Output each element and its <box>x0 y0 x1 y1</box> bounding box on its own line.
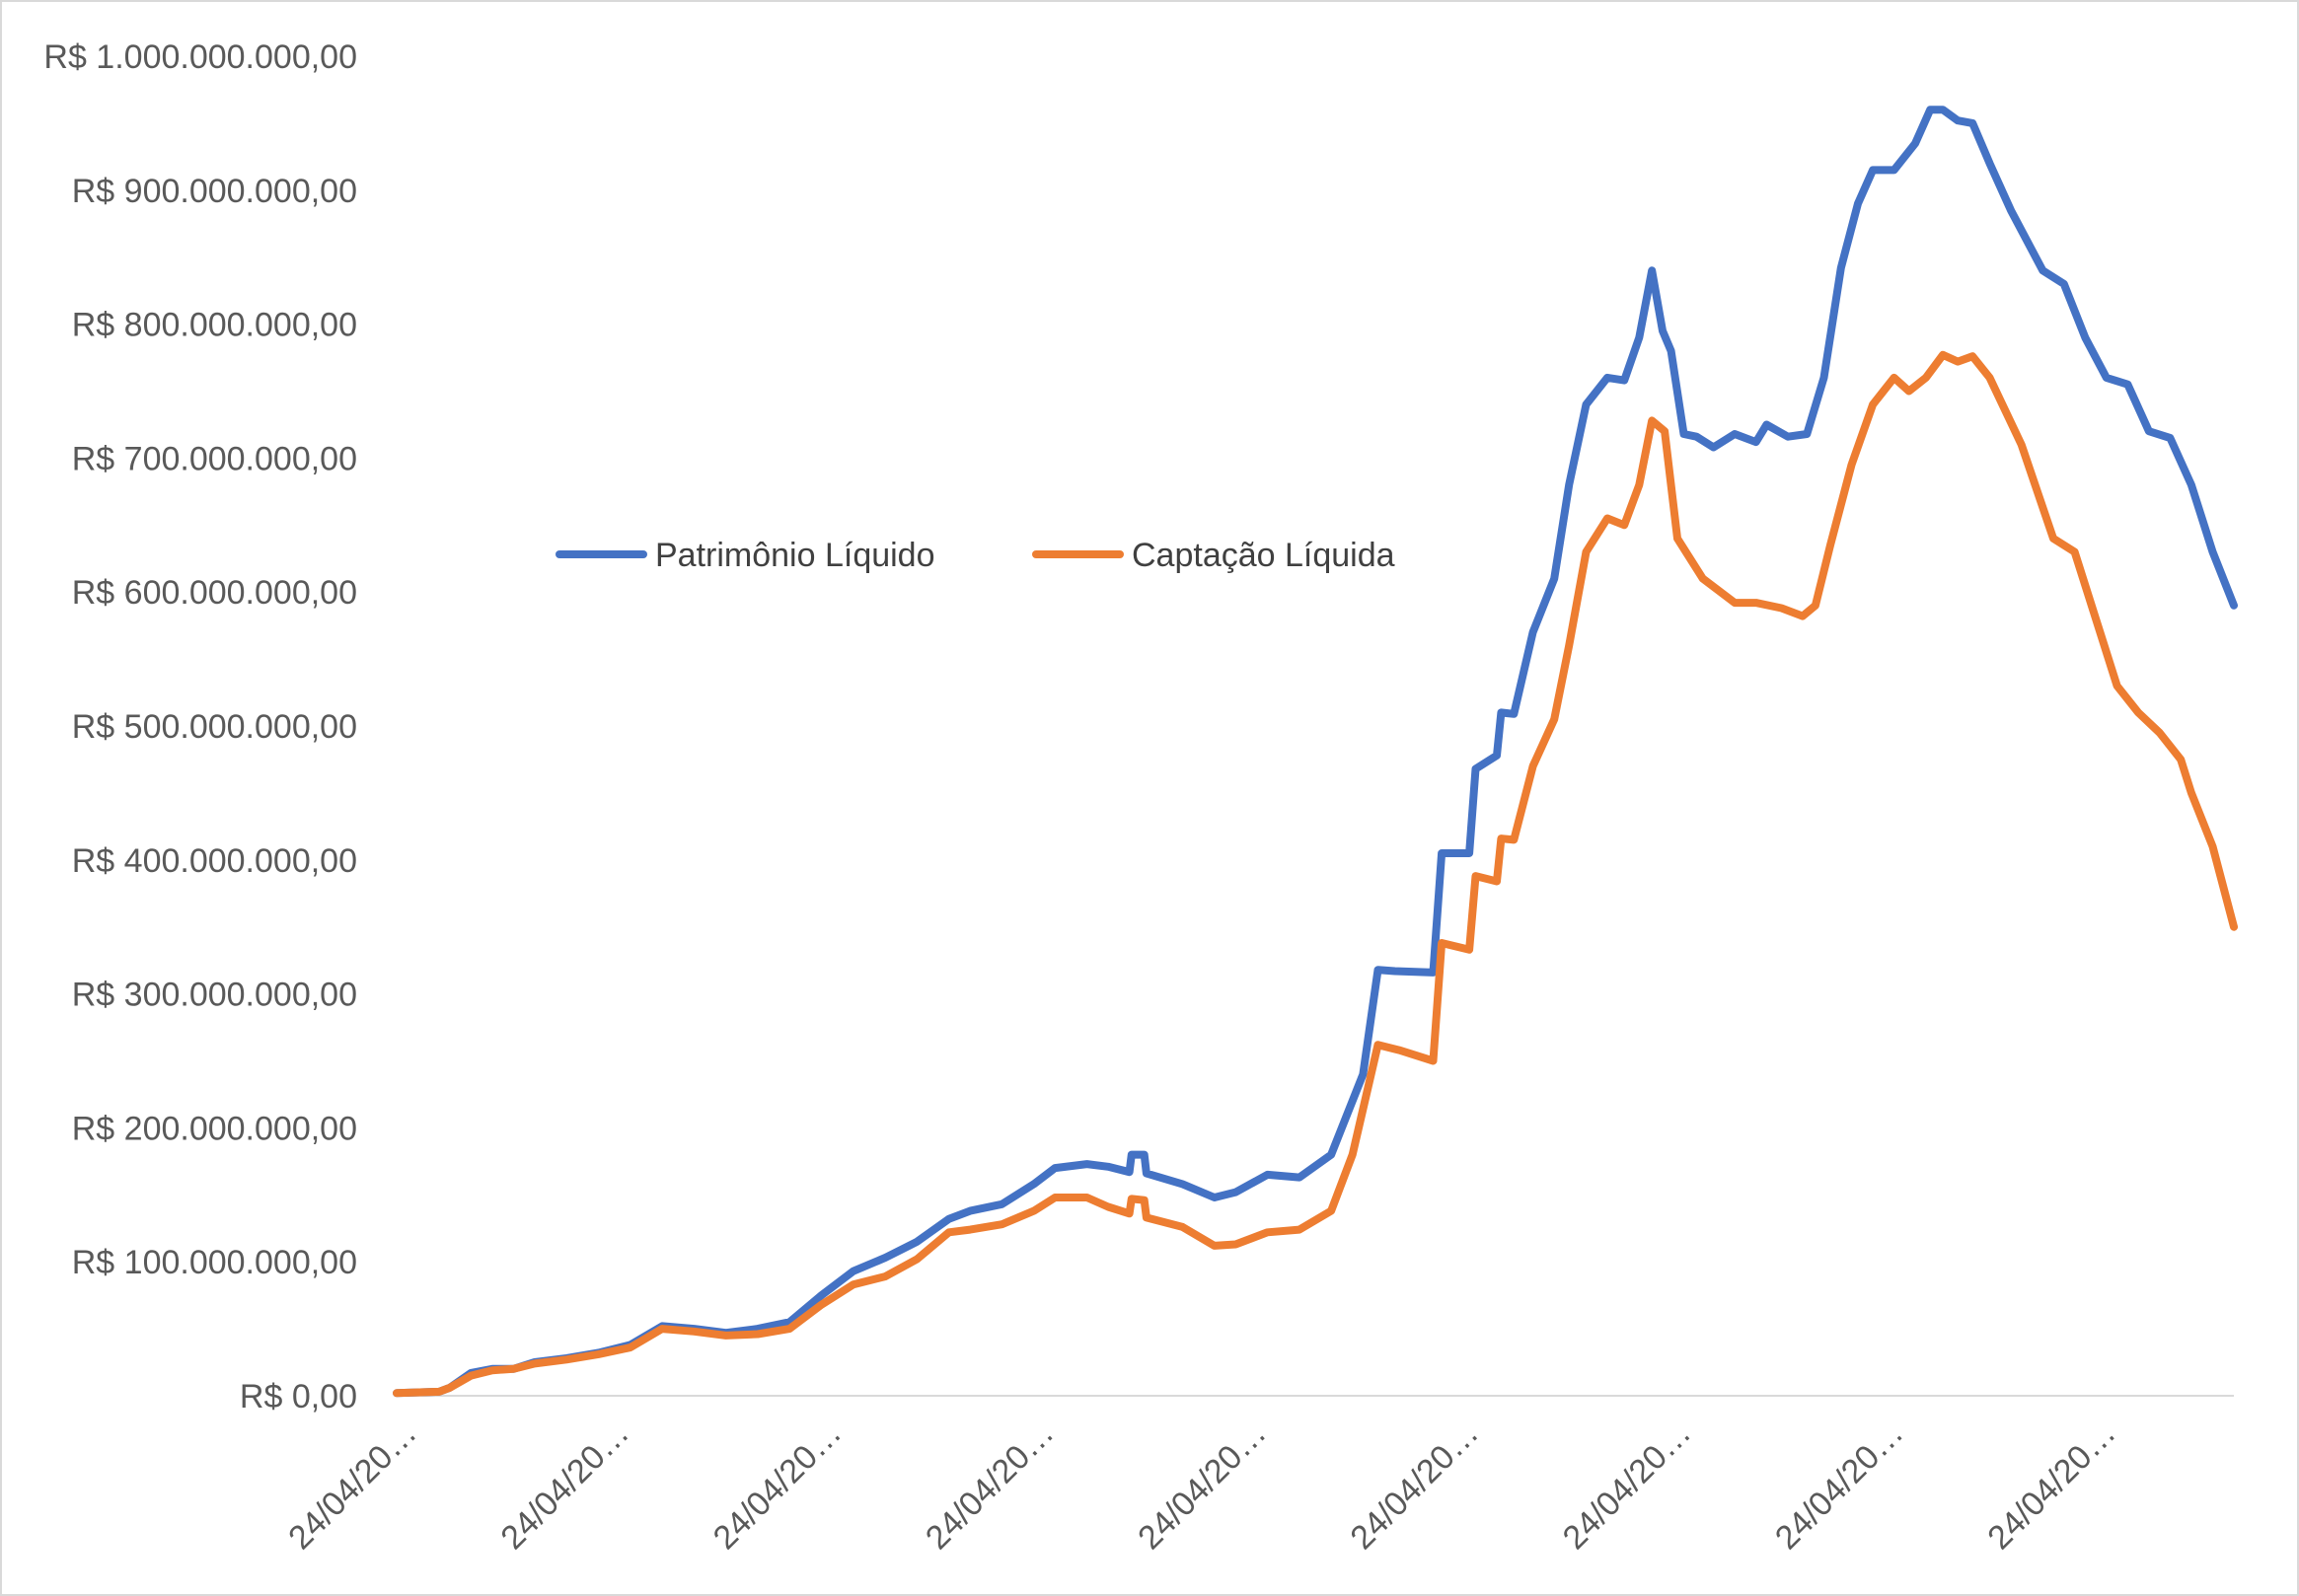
legend-label: Patrimônio Líquido <box>655 537 935 574</box>
series-line-patrimonio-liquido <box>393 106 2238 1398</box>
x-tick-label: 24/04/20… <box>493 1415 636 1558</box>
series-lines <box>393 106 2238 1398</box>
y-tick-label: R$ 0,00 <box>240 1378 357 1415</box>
x-tick-label: 24/04/20… <box>1768 1415 1911 1558</box>
x-tick-label: 24/04/20… <box>1980 1415 2123 1558</box>
y-tick-label: R$ 1.000.000.000,00 <box>43 38 357 76</box>
y-tick-label: R$ 100.000.000,00 <box>72 1244 357 1281</box>
y-tick-label: R$ 600.000.000,00 <box>72 574 357 612</box>
x-tick-label: 24/04/20… <box>1556 1415 1699 1558</box>
x-tick-label: 24/04/20… <box>1343 1415 1486 1558</box>
y-axis-labels: R$ 0,00 R$ 100.000.000,00 R$ 200.000.000,0… <box>43 38 357 1415</box>
y-tick-label: R$ 500.000.000,00 <box>72 708 357 746</box>
legend-label: Captação Líquida <box>1132 537 1395 574</box>
y-tick-label: R$ 400.000.000,00 <box>72 842 357 880</box>
y-tick-label: R$ 200.000.000,00 <box>72 1110 357 1147</box>
x-tick-label: 24/04/20… <box>919 1415 1062 1558</box>
legend: Patrimônio Líquido Captação Líquida <box>556 537 1395 574</box>
series-line-captacao-liquida <box>393 350 2238 1398</box>
y-tick-label: R$ 900.000.000,00 <box>72 173 357 210</box>
y-tick-label: R$ 800.000.000,00 <box>72 307 357 344</box>
x-tick-label: 24/04/20… <box>706 1415 850 1558</box>
x-tick-label: 24/04/20… <box>281 1415 424 1558</box>
x-tick-label: 24/04/20… <box>1131 1415 1274 1558</box>
x-axis-labels: 24/04/20… 24/04/20… 24/04/20… 24/04/20… 24/0… <box>281 1415 2123 1558</box>
y-tick-label: R$ 700.000.000,00 <box>72 440 357 477</box>
y-tick-label: R$ 300.000.000,00 <box>72 977 357 1014</box>
